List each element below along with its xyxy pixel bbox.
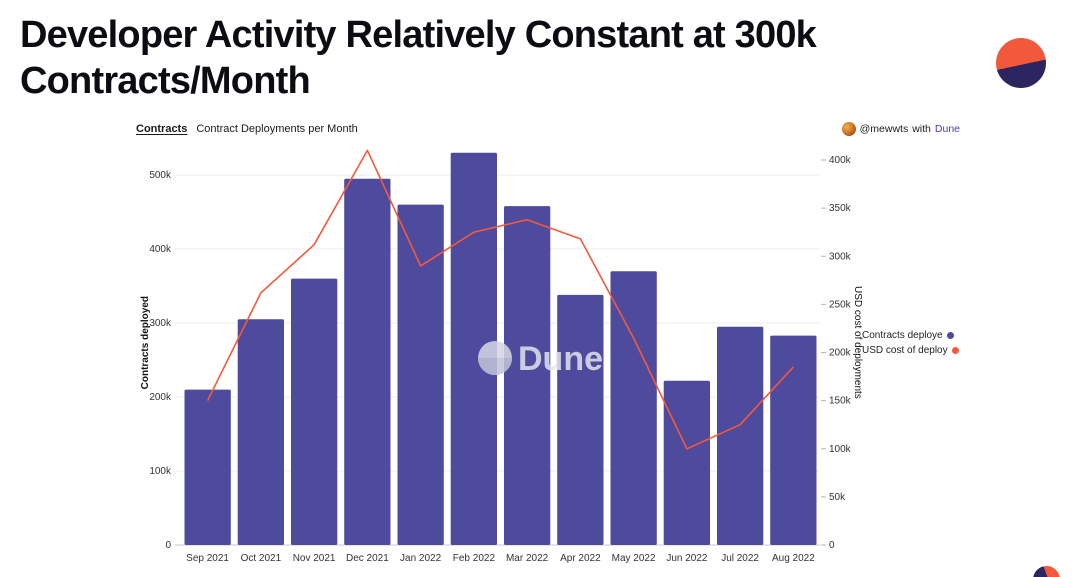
- bar: [717, 326, 764, 545]
- right-axis-tick: 200k: [829, 348, 852, 359]
- left-axis-tick: 100k: [149, 466, 172, 477]
- bar: [770, 335, 817, 545]
- right-axis-tick: 400k: [829, 155, 852, 166]
- line-usd-cost: [206, 149, 794, 450]
- bar: [504, 206, 551, 545]
- corner-logo: [1033, 566, 1060, 577]
- chart-panel: Contracts Contract Deployments per Month…: [130, 118, 1070, 574]
- legend-dot-contracts: [946, 332, 954, 339]
- x-axis-tick: May 2022: [612, 553, 656, 564]
- left-axis-label: Contracts deployed: [140, 296, 151, 390]
- right-axis-tick: 250k: [829, 299, 852, 310]
- chart-plot: 0 100k 200k 300k 400k 500k 0 50k 100k 150k 200k 250…: [149, 149, 852, 564]
- right-axis-tick: 50k: [829, 492, 846, 503]
- bar: [237, 319, 284, 545]
- watermark-logo-half: [478, 358, 512, 375]
- x-axis-tick: Mar 2022: [506, 553, 549, 564]
- dune-logo: [996, 38, 1046, 88]
- x-axis-tick: Jun 2022: [666, 553, 708, 564]
- right-axis-tick: 0: [829, 540, 835, 551]
- x-axis-tick: Feb 2022: [453, 553, 496, 564]
- bar: [450, 152, 497, 546]
- page-title-line1: Developer Activity Relatively Constant a…: [20, 14, 817, 56]
- right-axis-tick: 100k: [829, 444, 852, 455]
- chart-legend: Contracts deploye USD cost of deploy: [862, 330, 959, 356]
- x-axis-tick: Nov 2021: [293, 553, 336, 564]
- chart-header: Contracts Contract Deployments per Month…: [136, 120, 960, 138]
- bar: [291, 278, 338, 545]
- bar: [557, 294, 604, 545]
- left-axis-tick: 0: [165, 540, 171, 551]
- page-title: Developer Activity Relatively Constant a…: [0, 0, 1080, 105]
- bars-contracts-deployed: [184, 152, 817, 546]
- dune-watermark: Dune: [478, 340, 603, 378]
- right-axis-tick: 350k: [829, 203, 852, 214]
- x-axis-tick: Apr 2022: [560, 553, 601, 564]
- right-axis-tick: 150k: [829, 396, 852, 407]
- chart-title: Contract Deployments per Month: [196, 123, 358, 135]
- author-handle: @mewwts: [859, 123, 909, 135]
- author-link[interactable]: @mewwts with Dune: [841, 122, 960, 136]
- bar: [610, 271, 657, 545]
- x-axis-tick: Dec 2021: [346, 553, 389, 564]
- x-axis-tick: Oct 2021: [241, 553, 282, 564]
- author-with-text: with: [912, 123, 931, 135]
- brand-link[interactable]: Dune: [934, 123, 960, 135]
- watermark-text: Dune: [518, 340, 603, 378]
- legend-dot-usd: [951, 347, 959, 354]
- legend-label: Contracts deploye: [862, 330, 943, 341]
- tab-contracts[interactable]: Contracts: [136, 123, 188, 135]
- legend-label: USD cost of deploy: [862, 345, 948, 356]
- left-axis-tick: 300k: [149, 318, 172, 329]
- x-axis-tick: Jan 2022: [400, 553, 442, 564]
- left-axis-tick: 200k: [149, 392, 172, 403]
- right-axis-tick: 300k: [829, 251, 852, 262]
- bar: [397, 204, 444, 545]
- x-axis-tick: Jul 2022: [721, 553, 759, 564]
- left-axis-tick: 500k: [149, 170, 172, 181]
- bar: [184, 389, 231, 545]
- legend-item-contracts-deployed[interactable]: Contracts deploye: [862, 330, 959, 341]
- author-avatar: [841, 122, 856, 136]
- legend-item-usd-cost[interactable]: USD cost of deploy: [862, 345, 959, 356]
- bar: [344, 178, 391, 545]
- right-axis-label: USD cost of deployments: [852, 286, 863, 399]
- bar: [663, 380, 710, 545]
- x-axis-tick: Aug 2022: [772, 553, 815, 564]
- page-title-line2: Contracts/Month: [20, 60, 311, 103]
- x-axis-tick: Sep 2021: [186, 553, 229, 564]
- left-axis-tick: 400k: [149, 244, 172, 255]
